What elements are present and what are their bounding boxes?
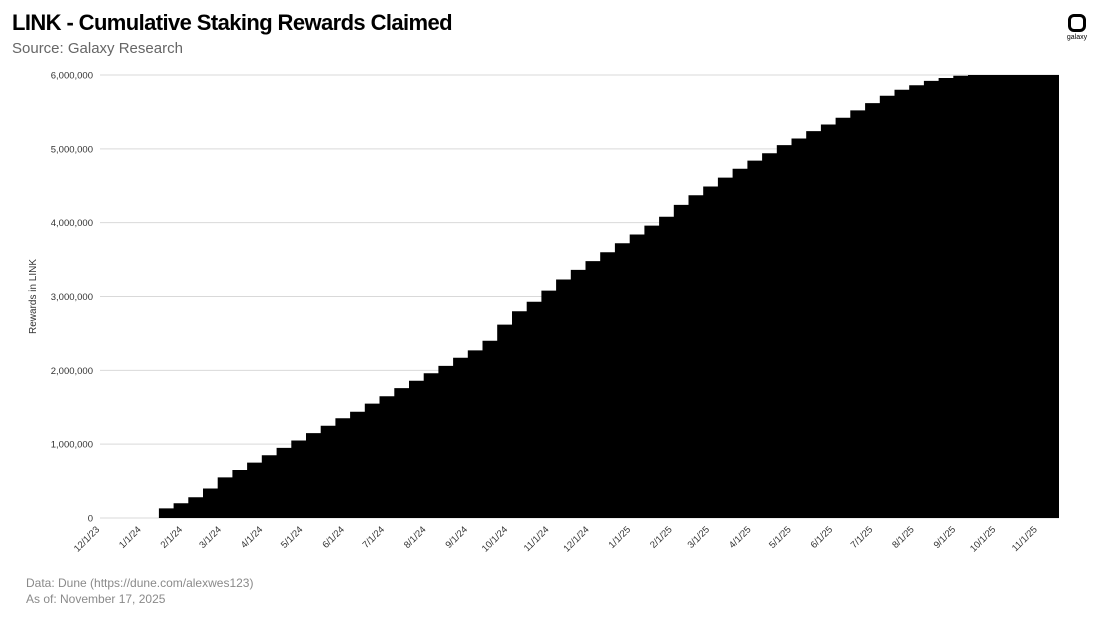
x-axis-ticks: 12/1/23 1/1/24 2/1/24 3/1/24 4/1/24 5/1/24 6/1… xyxy=(72,524,1040,554)
y-tick-label: 6,000,000 xyxy=(51,71,93,82)
x-tick-label: 4/1/25 xyxy=(727,524,753,550)
y-tick-label: 1,000,000 xyxy=(51,440,93,451)
x-tick-label: 10/1/25 xyxy=(968,524,998,554)
x-tick-label: 9/1/25 xyxy=(932,524,958,550)
x-tick-label: 6/1/25 xyxy=(809,524,835,550)
galaxy-logo-icon xyxy=(1068,14,1086,32)
x-tick-label: 3/1/24 xyxy=(197,524,223,550)
chart-subtitle: Source: Galaxy Research xyxy=(12,40,183,57)
x-tick-label: 1/1/25 xyxy=(607,524,633,550)
area-layer xyxy=(100,75,1059,518)
data-source-note: Data: Dune (https://dune.com/alexwes123) xyxy=(26,576,254,590)
galaxy-logo-text: galaxy xyxy=(1066,34,1088,41)
y-tick-label: 5,000,000 xyxy=(51,144,93,155)
x-tick-label: 9/1/24 xyxy=(443,524,469,550)
x-tick-label: 7/1/25 xyxy=(849,524,875,550)
galaxy-logo: galaxy xyxy=(1062,14,1092,41)
x-tick-label: 2/1/24 xyxy=(159,524,185,550)
x-tick-label: 11/1/24 xyxy=(522,524,552,554)
x-tick-label: 3/1/25 xyxy=(686,524,712,550)
x-tick-label: 10/1/24 xyxy=(480,524,510,554)
y-tick-label: 2,000,000 xyxy=(51,366,93,377)
cumulative-rewards-area xyxy=(100,75,1059,518)
x-tick-label: 1/1/24 xyxy=(117,524,143,550)
x-tick-label: 6/1/24 xyxy=(320,524,346,550)
y-tick-label: 0 xyxy=(88,514,93,525)
x-tick-label: 8/1/25 xyxy=(890,524,916,550)
x-tick-label: 7/1/24 xyxy=(361,524,387,550)
y-axis-label: Rewards in LINK xyxy=(28,259,39,334)
y-tick-label: 4,000,000 xyxy=(51,218,93,229)
x-tick-label: 4/1/24 xyxy=(239,524,265,550)
x-tick-label: 5/1/25 xyxy=(767,524,793,550)
x-tick-label: 5/1/24 xyxy=(279,524,305,550)
x-tick-label: 2/1/25 xyxy=(648,524,674,550)
x-tick-label: 12/1/24 xyxy=(561,524,591,554)
as-of-note: As of: November 17, 2025 xyxy=(26,592,166,606)
x-tick-label: 8/1/24 xyxy=(402,524,428,550)
chart-title: LINK - Cumulative Staking Rewards Claime… xyxy=(12,10,453,35)
x-tick-label: 11/1/25 xyxy=(1010,524,1040,554)
chart-footer: Data: Dune (https://dune.com/alexwes123)… xyxy=(26,575,253,607)
y-axis-ticks: 0 1,000,000 2,000,000 3,000,000 4,000,000 5,0… xyxy=(51,71,93,525)
y-tick-label: 3,000,000 xyxy=(51,292,93,303)
x-tick-label: 12/1/23 xyxy=(72,524,102,554)
